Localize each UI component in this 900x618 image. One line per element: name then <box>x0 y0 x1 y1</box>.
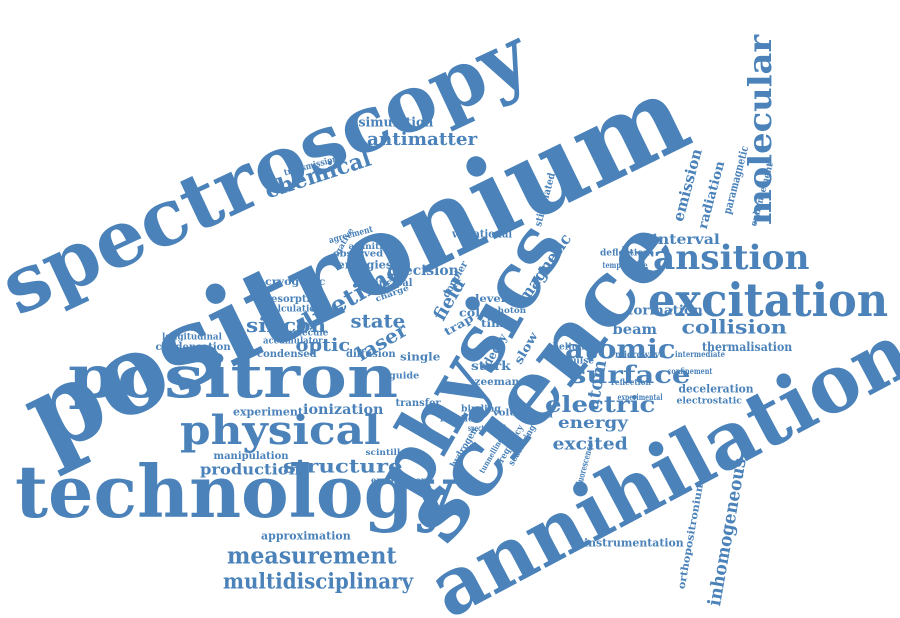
word-antimatter: antimatter <box>367 129 478 150</box>
word-excitation: excitation <box>648 273 889 327</box>
word-stark: stark <box>471 359 511 373</box>
word-structure: structure <box>283 455 403 478</box>
word-physical: physical <box>180 407 381 454</box>
word-observed: observed <box>333 249 384 260</box>
word-multidisciplinary: multidisciplinary <box>223 568 414 594</box>
word-intermediate: intermediate <box>675 349 726 359</box>
word-temperature: temperature <box>602 260 648 270</box>
word-electric: electric <box>545 392 656 418</box>
word-instrumentation: instrumentation <box>584 536 684 550</box>
word-desorption: desorption <box>264 294 325 305</box>
word-level: level <box>475 294 506 305</box>
word-optic: optic <box>295 335 351 356</box>
word-state: state <box>350 310 406 333</box>
word-production: production <box>200 460 301 479</box>
word-reaction: reaction <box>440 414 480 425</box>
word-longitudinal: longitudinal <box>162 332 222 343</box>
word-confinement: confinement <box>667 366 713 376</box>
word-condensed: condensed <box>257 349 317 360</box>
word-interval: interval <box>652 232 720 248</box>
word-binding: binding <box>461 404 501 415</box>
word-thermalisation: thermalisation <box>702 340 793 354</box>
word-helium: helium <box>552 342 588 353</box>
word-surface: surface <box>570 360 691 389</box>
word-single: single <box>400 350 441 364</box>
word-spectrograph: spectrograph <box>468 423 508 433</box>
word-experiment: experiment <box>233 405 303 419</box>
word-atomic: atomic <box>565 335 676 365</box>
word-molecule: molecule <box>283 328 329 339</box>
word-collision: collision <box>681 316 787 339</box>
word-formation: formation <box>627 303 703 319</box>
word-guide: guide <box>389 371 420 382</box>
word-measurement: measurement <box>227 542 397 570</box>
word-accumulator: accumulator <box>263 336 323 347</box>
word-diffusion: diffusion <box>346 349 396 360</box>
word-precision: precision <box>387 263 459 279</box>
word-deflection: deflection <box>600 248 650 259</box>
word-environment: environment <box>371 475 432 485</box>
word-impulse: impulse <box>554 356 594 367</box>
word-transition: transition <box>619 238 810 278</box>
word-scintillator: scintillator <box>365 447 422 457</box>
word-calculation: calculation <box>266 304 322 315</box>
word-ionization: ionization <box>303 402 384 418</box>
word-volume: volume <box>493 408 534 419</box>
word-cryogenic: cryogenic <box>265 277 326 288</box>
word-simulation: simulation <box>358 115 434 131</box>
word-excited: excited <box>552 434 628 455</box>
word-transfer: transfer <box>395 398 441 409</box>
word-energy: energy <box>558 413 628 432</box>
word-experimental: experimental <box>617 392 663 402</box>
word-cold: cold <box>459 306 489 320</box>
word-manipulation: manipulation <box>213 451 289 462</box>
word-radiation: radiation <box>695 159 729 231</box>
word-microwave: microwave <box>615 350 665 361</box>
word-affinities: affinities <box>348 241 394 251</box>
word-technology: technology <box>15 449 456 534</box>
word-time: time <box>481 319 512 330</box>
word-silicon: silicon <box>246 313 327 337</box>
word-vibrational: vibrational <box>452 227 513 241</box>
word-photon: photon <box>491 305 527 315</box>
word-positron: positron <box>68 343 399 411</box>
word-electrostatic: electrostatic <box>676 396 742 407</box>
word-beam: beam <box>612 322 658 338</box>
word-approximation: approximation <box>261 529 351 543</box>
word-reflection: reflection <box>611 377 651 387</box>
word-energies: energies <box>337 258 393 272</box>
word-deceleration: deceleration <box>678 382 754 396</box>
word-zeeman: zeeman <box>474 377 520 388</box>
word-condensation: condensation <box>155 342 231 353</box>
word-principal: principal <box>363 278 413 289</box>
word-ground: ground <box>517 410 553 421</box>
